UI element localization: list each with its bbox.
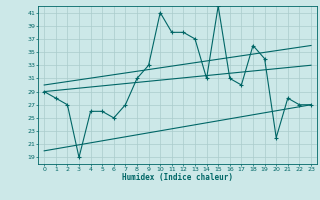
X-axis label: Humidex (Indice chaleur): Humidex (Indice chaleur) — [122, 173, 233, 182]
